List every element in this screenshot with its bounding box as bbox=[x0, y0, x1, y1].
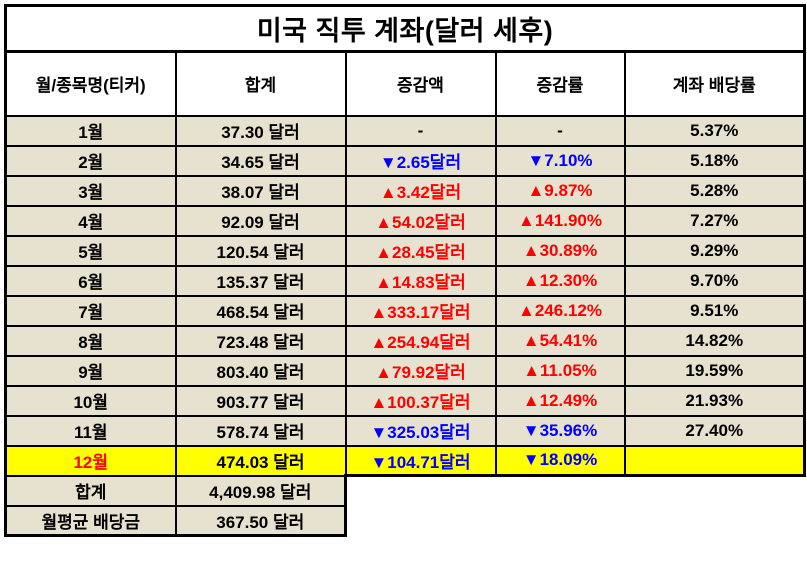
table-row: 2월 34.65 달러 ▼2.65달러 ▼7.10% 5.18% bbox=[4, 144, 807, 177]
table-row: 8월 723.48 달러 ▲254.94달러 ▲54.41% 14.82% bbox=[4, 324, 807, 357]
month-cell: 7월 bbox=[4, 294, 177, 327]
change-rate-cell: ▼18.09% bbox=[494, 444, 626, 477]
change-rate-cell: ▲11.05% bbox=[494, 354, 626, 387]
table-row: 1월 37.30 달러 - -5.37% bbox=[4, 114, 807, 147]
dividend-rate-cell: 14.82% bbox=[623, 324, 807, 357]
dividend-rate-cell: 9.51% bbox=[623, 294, 807, 327]
total-cell: 468.54 달러 bbox=[174, 294, 347, 327]
empty-area bbox=[345, 505, 805, 536]
table-row: 4월 92.09 달러 ▲54.02달러 ▲141.90% 7.27% bbox=[4, 204, 807, 237]
change-amount-cell: ▼325.03달러 bbox=[344, 414, 497, 447]
footer-label-cell: 월평균 배당금 bbox=[4, 504, 177, 537]
change-amount-cell: ▲3.42달러 bbox=[344, 174, 497, 207]
footer-row: 월평균 배당금 367.50 달러 bbox=[4, 504, 805, 537]
change-rate-cell: ▼7.10% bbox=[494, 144, 626, 177]
month-cell: 2월 bbox=[4, 144, 177, 177]
footer-row: 합계 4,409.98 달러 bbox=[4, 474, 805, 507]
change-amount-cell: ▲14.83달러 bbox=[344, 264, 497, 297]
month-cell: 9월 bbox=[4, 354, 177, 387]
change-rate-cell: ▲12.30% bbox=[494, 264, 626, 297]
change-rate-cell: ▲9.87% bbox=[494, 174, 626, 207]
total-cell: 37.30 달러 bbox=[174, 114, 347, 147]
change-amount-cell: ▲54.02달러 bbox=[344, 204, 497, 237]
month-cell: 4월 bbox=[4, 204, 177, 237]
account-table: 미국 직투 계좌(달러 세후) 월/종목명(티커) 합계 증감액 증감률 계좌 배당률 … bbox=[3, 4, 807, 537]
column-header-3: 증감률 bbox=[494, 50, 626, 117]
dividend-rate-cell: 27.40% bbox=[623, 414, 807, 447]
table-row: 12월 474.03 달러 ▼104.71달러 ▼18.09% bbox=[4, 444, 807, 477]
column-header-1: 합계 bbox=[174, 50, 347, 117]
total-cell: 474.03 달러 bbox=[174, 444, 347, 477]
empty-area bbox=[345, 475, 805, 506]
change-amount-cell: ▲79.92달러 bbox=[344, 354, 497, 387]
change-rate-cell: ▲12.49% bbox=[494, 384, 626, 417]
total-cell: 723.48 달러 bbox=[174, 324, 347, 357]
dividend-rate-cell: 5.37% bbox=[623, 114, 807, 147]
total-cell: 903.77 달러 bbox=[174, 384, 347, 417]
change-amount-cell: - bbox=[344, 114, 497, 147]
change-amount-cell: ▼2.65달러 bbox=[344, 144, 497, 177]
column-header-0: 월/종목명(티커) bbox=[4, 50, 177, 117]
total-cell: 803.40 달러 bbox=[174, 354, 347, 387]
header-row: 월/종목명(티커) 합계 증감액 증감률 계좌 배당률 bbox=[4, 50, 807, 117]
change-rate-cell: ▲54.41% bbox=[494, 324, 626, 357]
change-rate-cell: - bbox=[494, 114, 626, 147]
month-cell: 6월 bbox=[4, 264, 177, 297]
table-row: 6월 135.37 달러 ▲14.83달러 ▲12.30% 9.70% bbox=[4, 264, 807, 297]
change-rate-cell: ▲30.89% bbox=[494, 234, 626, 267]
change-amount-cell: ▼104.71달러 bbox=[344, 444, 497, 477]
total-cell: 120.54 달러 bbox=[174, 234, 347, 267]
dividend-rate-cell: 7.27% bbox=[623, 204, 807, 237]
change-amount-cell: ▲28.45달러 bbox=[344, 234, 497, 267]
footer-value-cell: 367.50 달러 bbox=[174, 504, 347, 537]
table-row: 5월 120.54 달러 ▲28.45달러 ▲30.89% 9.29% bbox=[4, 234, 807, 267]
table-row: 9월 803.40 달러 ▲79.92달러 ▲11.05% 19.59% bbox=[4, 354, 807, 387]
change-amount-cell: ▲254.94달러 bbox=[344, 324, 497, 357]
column-header-2: 증감액 bbox=[344, 50, 497, 117]
dividend-rate-cell: 19.59% bbox=[623, 354, 807, 387]
column-header-4: 계좌 배당률 bbox=[623, 50, 807, 117]
dividend-rate-cell: 5.28% bbox=[623, 174, 807, 207]
change-amount-cell: ▲333.17달러 bbox=[344, 294, 497, 327]
dividend-rate-cell: 9.70% bbox=[623, 264, 807, 297]
footer-label-cell: 합계 bbox=[4, 474, 177, 507]
change-amount-cell: ▲100.37달러 bbox=[344, 384, 497, 417]
total-cell: 92.09 달러 bbox=[174, 204, 347, 237]
table-row: 11월 578.74 달러 ▼325.03달러 ▼35.96% 27.40% bbox=[4, 414, 807, 447]
month-cell: 3월 bbox=[4, 174, 177, 207]
total-cell: 135.37 달러 bbox=[174, 264, 347, 297]
month-cell: 8월 bbox=[4, 324, 177, 357]
table-row: 10월 903.77 달러 ▲100.37달러 ▲12.49% 21.93% bbox=[4, 384, 807, 417]
month-cell: 10월 bbox=[4, 384, 177, 417]
dividend-rate-cell: 5.18% bbox=[623, 144, 807, 177]
dividend-rate-cell bbox=[623, 444, 807, 477]
change-rate-cell: ▼35.96% bbox=[494, 414, 626, 447]
total-cell: 38.07 달러 bbox=[174, 174, 347, 207]
change-rate-cell: ▲141.90% bbox=[494, 204, 626, 237]
month-cell: 5월 bbox=[4, 234, 177, 267]
title-row: 미국 직투 계좌(달러 세후) bbox=[3, 4, 807, 53]
month-cell: 12월 bbox=[4, 444, 177, 477]
dividend-rate-cell: 21.93% bbox=[623, 384, 807, 417]
table-title: 미국 직투 계좌(달러 세후) bbox=[3, 4, 807, 53]
total-cell: 578.74 달러 bbox=[174, 414, 347, 447]
total-cell: 34.65 달러 bbox=[174, 144, 347, 177]
dividend-rate-cell: 9.29% bbox=[623, 234, 807, 267]
month-cell: 11월 bbox=[4, 414, 177, 447]
table-row: 7월 468.54 달러 ▲333.17달러 ▲246.12% 9.51% bbox=[4, 294, 807, 327]
footer-value-cell: 4,409.98 달러 bbox=[174, 474, 347, 507]
change-rate-cell: ▲246.12% bbox=[494, 294, 626, 327]
table-row: 3월 38.07 달러 ▲3.42달러 ▲9.87% 5.28% bbox=[4, 174, 807, 207]
month-cell: 1월 bbox=[4, 114, 177, 147]
